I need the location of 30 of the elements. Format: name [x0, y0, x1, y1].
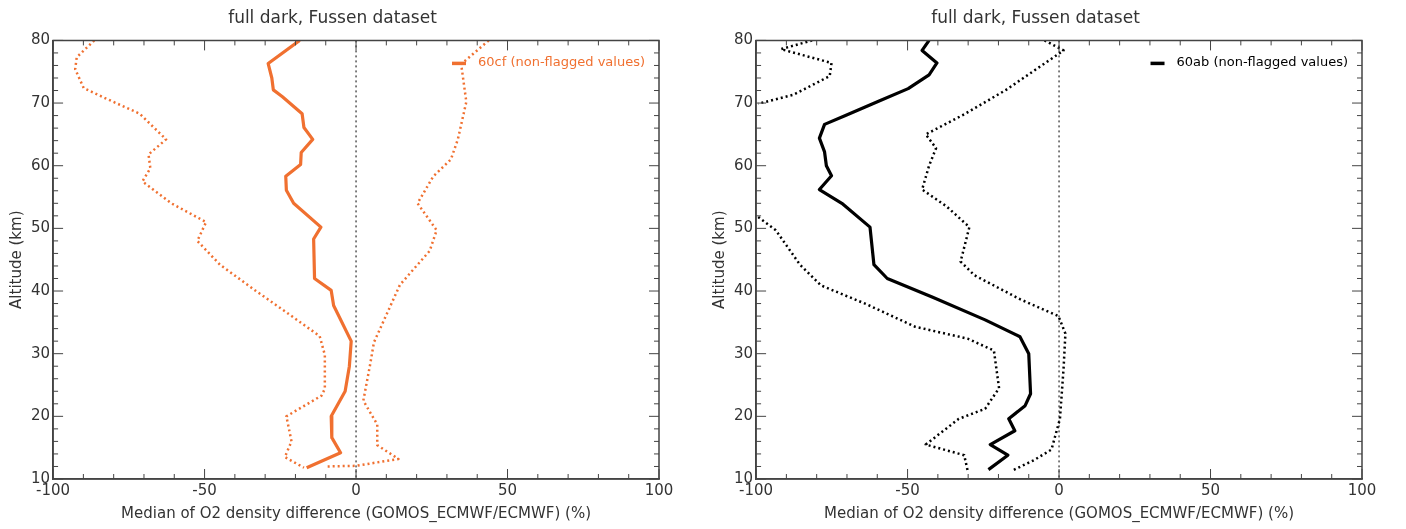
legend-label: 60cf (non-flagged values): [478, 53, 646, 69]
x-tick-label: -50: [192, 480, 217, 499]
x-tick-label: 50: [497, 480, 518, 499]
x-tick-label: 100: [1347, 480, 1377, 499]
y-axis-title: Altitude (km): [709, 210, 728, 309]
chart-title: full dark, Fussen dataset: [228, 6, 438, 27]
y-tick-label: 50: [733, 218, 754, 237]
x-tick-label: 0: [351, 480, 361, 499]
chart-title: full dark, Fussen dataset: [931, 6, 1141, 27]
y-tick-label: 70: [733, 92, 754, 111]
y-tick-label: 40: [30, 280, 51, 299]
x-tick-label: -50: [895, 480, 920, 499]
y-tick-label: 20: [733, 406, 754, 425]
x-axis-title: Median of O2 density difference (GOMOS_ECMWF/ECMWF) (%): [824, 503, 1294, 523]
y-tick-label: 80: [733, 30, 754, 49]
y-tick-label: 70: [30, 92, 51, 111]
legend-label: 60ab (non-flagged values): [1176, 53, 1348, 69]
y-tick-label: 20: [30, 406, 51, 425]
y-tick-label: 50: [30, 218, 51, 237]
x-axis-title: Median of O2 density difference (GOMOS_ECMWF/ECMWF) (%): [121, 503, 591, 523]
y-axis-title: Altitude (km): [6, 210, 25, 309]
x-tick-label: 50: [1200, 480, 1221, 499]
y-tick-label: 30: [30, 343, 51, 362]
x-tick-label: 100: [644, 480, 674, 499]
y-tick-label: 40: [733, 280, 754, 299]
y-tick-label: 30: [733, 343, 754, 362]
y-tick-label: 80: [30, 30, 51, 49]
x-tick-label: 0: [1054, 480, 1064, 499]
y-tick-label: 60: [733, 155, 754, 174]
y-tick-label: 60: [30, 155, 51, 174]
